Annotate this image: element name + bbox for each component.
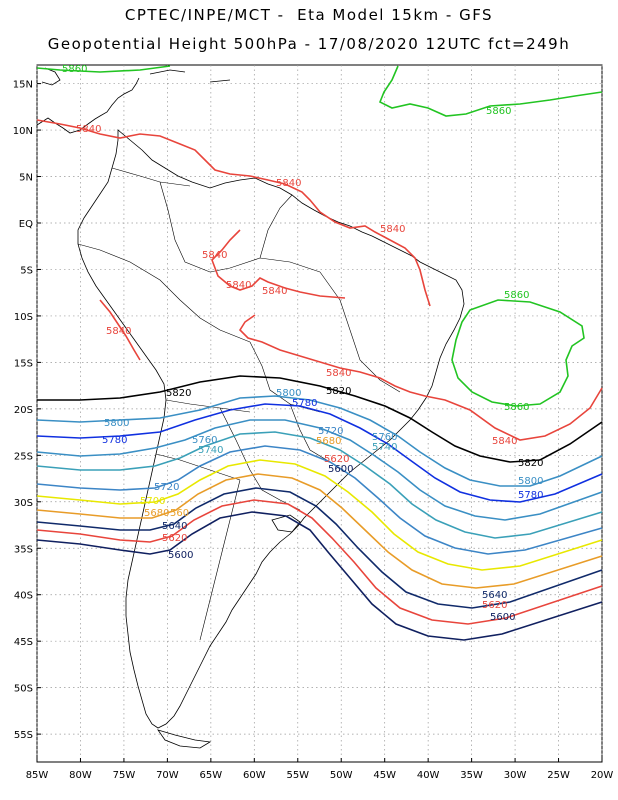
lat-tick-label: 30S — [14, 498, 33, 509]
lon-tick-label: 20W — [591, 770, 614, 781]
contour-5860-nw — [36, 65, 171, 73]
longitude-axis: 85W 80W 75W 70W 65W 60W 55W 50W 45W 40W 35W 30W 25W 2… — [26, 758, 614, 781]
map-frame — [36, 64, 603, 763]
lon-tick-label: 60W — [243, 770, 266, 781]
lon-tick-label: 35W — [460, 770, 483, 781]
label-5640-b: 5640 — [482, 590, 507, 601]
lat-tick-label: 10N — [13, 126, 33, 137]
lon-tick-label: 45W — [373, 770, 396, 781]
country-borders — [77, 167, 401, 641]
label-5600-a: 5600 — [328, 464, 353, 475]
lat-tick-label: 15N — [13, 80, 33, 91]
label-5760-a: 5760 — [192, 435, 217, 446]
contour-5640 — [36, 487, 603, 609]
map-subtitle: Geopotential Height 500hPa - 17/08/2020 … — [47, 35, 571, 53]
label-5700-a: 5700 — [140, 496, 165, 507]
label-5840-h: 5840 — [326, 368, 351, 379]
label-5620-c: 5620 — [482, 600, 507, 611]
label-5760-b: 5760 — [372, 432, 397, 443]
central-america-coast — [36, 77, 140, 134]
lon-tick-label: 85W — [26, 770, 49, 781]
label-5800-c: 5800 — [518, 476, 543, 487]
label-5820-b: 5820 — [326, 386, 351, 397]
contour-5720 — [36, 445, 603, 555]
lon-tick-label: 40W — [417, 770, 440, 781]
label-5660-a: 560 — [170, 508, 189, 519]
lon-tick-label: 80W — [69, 770, 92, 781]
lon-tick-label: 30W — [504, 770, 527, 781]
map-title: CPTEC/INPE/MCT - Eta Model 15km - GFS — [124, 6, 494, 24]
graticule — [36, 65, 603, 762]
label-5780-b: 5780 — [292, 398, 317, 409]
lat-tick-label: 5N — [19, 173, 33, 184]
label-5840-e: 5840 — [226, 280, 251, 291]
lon-tick-label: 25W — [547, 770, 570, 781]
lon-tick-label: 55W — [286, 770, 309, 781]
label-5620-a: 5620 — [324, 454, 349, 465]
label-5820-c: 5820 — [518, 458, 543, 469]
contour-5780 — [36, 403, 603, 503]
latitude-axis: 15N 10N 5N EQ 5S 10S 15S 20S 25S 30S 35S 40S 45S 50S 5… — [13, 80, 41, 741]
lat-tick-label: 35S — [14, 544, 33, 555]
tierra-del-fuego — [157, 729, 212, 749]
height-contours — [36, 65, 603, 641]
contour-labels: 5860 5860 5860 5860 5840 5840 5840 5840 … — [62, 64, 543, 623]
label-5780-a: 5780 — [102, 435, 127, 446]
lon-tick-label: 65W — [200, 770, 223, 781]
lat-tick-label: 40S — [14, 591, 33, 602]
lat-tick-label: 55S — [14, 730, 33, 741]
lat-tick-label: 20S — [14, 405, 33, 416]
label-5840-c: 5840 — [380, 224, 405, 235]
lon-tick-label: 75W — [113, 770, 136, 781]
contour-5820 — [37, 375, 603, 463]
lon-tick-label: 70W — [156, 770, 179, 781]
label-5720-b: 5720 — [154, 482, 179, 493]
label-5800-b: 5800 — [276, 388, 301, 399]
label-5600-b: 5600 — [168, 550, 193, 561]
lat-tick-label: 10S — [14, 312, 33, 323]
label-5640-a: 5640 — [162, 521, 187, 532]
contour-5740 — [36, 431, 603, 539]
label-5600-c: 5600 — [490, 612, 515, 623]
label-5860-nw: 5860 — [62, 64, 87, 75]
label-5860-north: 5860 — [486, 106, 511, 117]
label-5820-a: 5820 — [166, 388, 191, 399]
caribbean-islands — [41, 67, 231, 86]
label-5720-a: 5720 — [318, 426, 343, 437]
label-5840-i: 5840 — [492, 436, 517, 447]
lat-tick-label: 25S — [14, 451, 33, 462]
label-5620-b: 5620 — [162, 533, 187, 544]
label-5860-high-top: 5860 — [504, 290, 529, 301]
contour-5860-closed — [451, 299, 585, 407]
contour-5800 — [36, 395, 603, 487]
label-5740-a: 5740 — [198, 445, 223, 456]
lat-tick-label: 45S — [14, 637, 33, 648]
contour-5620 — [36, 499, 603, 625]
label-5840-d: 5840 — [202, 250, 227, 261]
label-5860-high-bottom: 5860 — [504, 402, 529, 413]
contour-5700 — [36, 459, 603, 571]
contour-5840 — [36, 119, 603, 441]
label-5800-a: 5800 — [104, 418, 129, 429]
label-5740-b: 5740 — [372, 442, 397, 453]
label-5840-f: 5840 — [262, 286, 287, 297]
contour-5860-north — [378, 65, 603, 117]
label-5840-north: 5840 — [76, 124, 101, 135]
lat-tick-label: 5S — [20, 265, 33, 276]
label-5840-g: 5840 — [106, 326, 131, 337]
contour-5760 — [36, 419, 603, 521]
lat-tick-label: EQ — [19, 219, 33, 230]
label-5840-b: 5840 — [276, 178, 301, 189]
lat-tick-label: 15S — [14, 358, 33, 369]
lon-tick-label: 50W — [330, 770, 353, 781]
contour-5600 — [36, 511, 603, 641]
lat-tick-label: 50S — [14, 684, 33, 695]
label-5780-c: 5780 — [518, 490, 543, 501]
contour-5680 — [36, 473, 603, 589]
label-5680-b: 5680 — [144, 508, 169, 519]
label-5680-a: 5680 — [316, 436, 341, 447]
